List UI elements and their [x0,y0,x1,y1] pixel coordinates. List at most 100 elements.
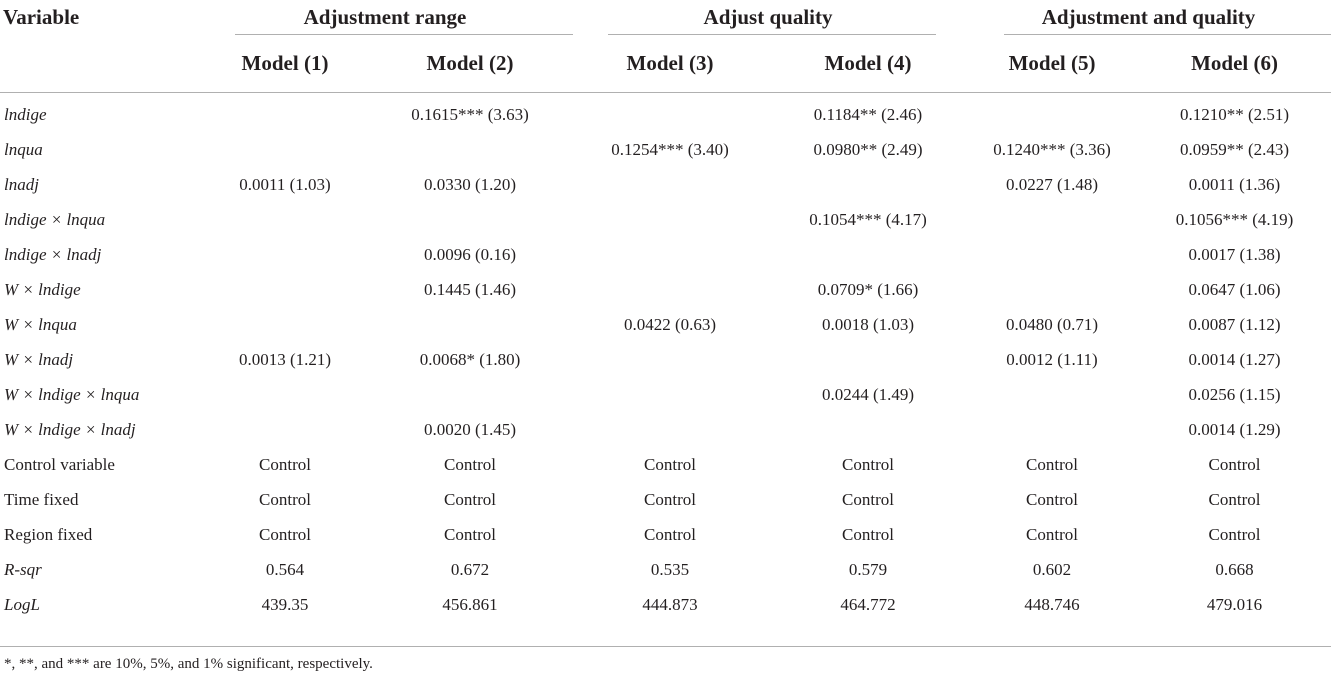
model-header-row: Model (1) Model (2) Model (3) Model (4) … [0,34,1331,93]
table-cell: 0.1184** (2.46) [813,104,923,124]
table-cell: 0.0980** (2.49) [813,139,923,159]
group-underline [235,34,573,35]
table-footnote: *, **, and *** are 10%, 5%, and 1% signi… [4,656,373,672]
table-cell: 0.0018 (1.03) [821,314,915,334]
table-cell: 0.1210** (2.51) [1179,104,1290,124]
table-cell: Control [1208,524,1261,544]
row-label: W × lnadj [4,349,74,369]
table-cell [570,167,770,202]
table-cell [370,132,570,167]
table-cell [770,167,966,202]
row-label: Time fixed [4,489,79,509]
table-cell [370,202,570,237]
table-cell: 0.0480 (0.71) [1005,314,1099,334]
table-cell: 0.672 [450,559,490,579]
table-cell: 0.0020 (1.45) [423,419,517,439]
table-cell: 0.0013 (1.21) [238,349,332,369]
bottom-rule [0,646,1331,647]
table-cell: 0.0011 (1.36) [1188,174,1281,194]
table-cell [200,237,370,272]
row-label: lndige × lnadj [4,244,102,264]
table-row: W × lnqua 0.0422 (0.63) 0.0018 (1.03) 0.048… [0,307,1331,342]
table-cell: Control [444,524,496,544]
table-cell [966,412,1138,447]
table-cell [570,237,770,272]
table-cell [966,93,1138,133]
table-cell: 0.0227 (1.48) [1005,174,1099,194]
table-cell: 0.1240*** (3.36) [993,139,1111,159]
table-cell [570,272,770,307]
table-cell: Control [842,454,894,474]
table-cell: Control [259,489,311,509]
variable-header: Variable [3,4,80,29]
table-cell [570,202,770,237]
table-row: lndige × lnadj 0.0096 (0.16) 0.0017 (1.38) [0,237,1331,272]
table-cell [200,132,370,167]
table-cell [966,377,1138,412]
table-row: Time fixed Control Control Control Control Co… [0,482,1331,517]
table-cell [200,202,370,237]
model-header-5: Model (5) [966,34,1139,93]
table-body: lndige 0.1615*** (3.63) 0.1184** (2.46) 0.1… [0,93,1331,623]
table-cell: 0.1054*** (4.17) [809,209,927,229]
group-label: Adjust quality [703,4,833,29]
table-cell: 0.1615*** (3.63) [411,104,529,124]
group-label: Adjustment and quality [1041,4,1256,29]
regression-table: Variable Adjustment range Adjust quality… [0,0,1331,623]
table-cell [200,412,370,447]
group-label: Adjustment range [303,4,467,29]
model-header-3: Model (3) [570,34,770,93]
table-row: lnadj 0.0011 (1.03) 0.0330 (1.20) 0.0227 (1… [0,167,1331,202]
table-row: Region fixed Control Control Control Control… [0,517,1331,552]
table-row: LogL 439.35 456.861 444.873 464.772 448.746 47… [0,587,1331,622]
table-row: lndige 0.1615*** (3.63) 0.1184** (2.46) 0.1… [0,93,1331,133]
row-label: LogL [4,594,40,614]
group-header-adjust-quality: Adjust quality [570,0,966,35]
table-cell: 0.1445 (1.46) [423,279,517,299]
model-header-6: Model (6) [1138,34,1331,93]
table-cell [966,202,1138,237]
table-cell: 0.579 [848,559,888,579]
group-header-adjustment-and-quality: Adjustment and quality [966,0,1331,35]
table-cell: 0.0959** (2.43) [1179,139,1290,159]
table-cell: Control [444,454,496,474]
table-cell: 439.35 [261,594,309,614]
table-cell [200,93,370,133]
table-cell: Control [1026,454,1078,474]
table-cell [370,307,570,342]
table-cell: Control [1208,489,1261,509]
table-cell: 0.0256 (1.15) [1188,384,1281,404]
group-underline [1004,34,1331,35]
table-cell: Control [1026,524,1078,544]
row-label: W × lndige [4,279,81,299]
table-cell [570,377,770,412]
table-cell: Control [444,489,496,509]
table-cell [966,237,1138,272]
table-cell [966,272,1138,307]
row-label: lndige × lnqua [4,209,106,229]
table-cell: 464.772 [840,594,896,614]
row-label: Region fixed [4,524,93,544]
model-header-2: Model (2) [370,34,570,93]
table-row: W × lndige 0.1445 (1.46) 0.0709* (1.66) 0.0… [0,272,1331,307]
table-cell: 0.0017 (1.38) [1188,244,1281,264]
table-cell: 0.1254*** (3.40) [611,139,729,159]
row-label: lnadj [4,174,39,194]
table-cell [770,237,966,272]
table-cell [200,307,370,342]
table-cell: 0.1056*** (4.19) [1175,209,1294,229]
table-row: W × lnadj 0.0013 (1.21) 0.0068* (1.80) 0.00… [0,342,1331,377]
table-cell: 0.0087 (1.12) [1188,314,1281,334]
row-label: lnqua [4,139,43,159]
table-cell [570,93,770,133]
row-label: lndige [4,104,47,124]
table-row: lnqua 0.1254*** (3.40) 0.0980** (2.49) 0.12… [0,132,1331,167]
table-cell [200,377,370,412]
group-header-row: Variable Adjustment range Adjust quality… [0,0,1331,35]
model-header-4: Model (4) [770,34,967,93]
group-underline [608,34,937,35]
table-cell: 0.0244 (1.49) [821,384,915,404]
table-cell: 0.0011 (1.03) [239,174,331,194]
table-cell: Control [644,454,696,474]
table-cell: 448.746 [1024,594,1080,614]
